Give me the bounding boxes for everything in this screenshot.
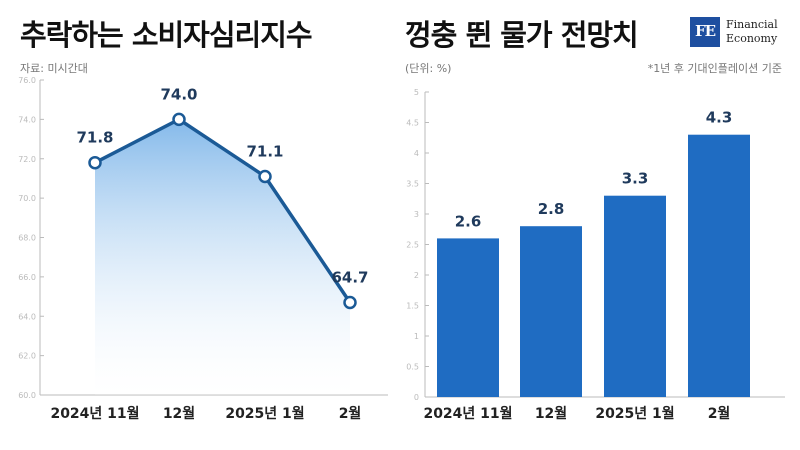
y-tick-label: 2.5	[406, 241, 419, 250]
bar	[688, 134, 750, 397]
data-label: 2.6	[455, 212, 482, 230]
footnote: *1년 후 기대인플레이션 기준	[647, 62, 782, 75]
y-tick-label: 64.0	[18, 312, 36, 321]
right-chart-title: 껑충 뛴 물가 전망치	[405, 18, 639, 52]
x-category-label: 12월	[535, 405, 567, 422]
unit-note: (단위: %)	[405, 62, 452, 75]
y-tick-label: 74.0	[18, 115, 36, 124]
y-tick-label: 0	[414, 393, 419, 402]
data-label: 71.8	[76, 129, 113, 147]
y-tick-label: 2	[414, 271, 419, 280]
y-tick-label: 72.0	[18, 155, 36, 164]
x-category-label: 2025년 1월	[225, 405, 304, 422]
data-label: 3.3	[622, 170, 649, 188]
left-chart-title: 추락하는 소비자심리지수	[20, 18, 313, 52]
series-area	[95, 119, 350, 395]
y-tick-label: 4.5	[406, 119, 419, 128]
y-tick-label: 68.0	[18, 234, 36, 243]
y-tick-label: 66.0	[18, 273, 36, 282]
consumer-sentiment-chart: 60.0 62.0 64.0 66.0 68.0 70.0 72.0 74.0 76.0 71.8…	[18, 76, 388, 422]
y-tick-label: 3	[414, 210, 419, 219]
y-tick-label: 70.0	[18, 194, 36, 203]
data-point	[343, 295, 357, 310]
bar	[520, 226, 582, 397]
y-tick-label: 62.0	[18, 352, 36, 361]
y-tick-label: 0.5	[406, 363, 419, 372]
data-point	[88, 155, 102, 170]
y-tick-label: 76.0	[18, 76, 36, 85]
data-label: 71.1	[246, 142, 283, 160]
source-note: 자료: 미시간대	[20, 62, 88, 75]
y-tick-label: 4	[414, 149, 419, 158]
logo-text-line1: Financial	[726, 18, 778, 31]
data-label: 64.7	[331, 268, 368, 286]
bar	[437, 238, 499, 397]
data-label: 2.8	[538, 200, 565, 218]
x-category-label: 2월	[708, 405, 731, 422]
y-tick-label: 60.0	[18, 391, 36, 400]
y-tick-label: 1	[414, 332, 419, 341]
inflation-expectation-chart: 0 0.5 1 1.5 2 2.5 3 3.5 4 4.5 5 2.6 2024년 11월 2.8 12월 3…	[406, 88, 785, 422]
financial-economy-logo: FE Financial Economy	[690, 17, 790, 49]
x-category-label: 2024년 11월	[50, 405, 139, 422]
x-category-label: 2월	[339, 405, 362, 422]
data-label: 4.3	[706, 109, 733, 127]
data-label: 74.0	[160, 85, 197, 103]
y-tick-label: 5	[414, 88, 419, 97]
series-line	[94, 117, 352, 304]
y-tick-label: 3.5	[406, 180, 419, 189]
logo-mark: FE	[690, 17, 720, 47]
bar	[604, 195, 666, 397]
x-category-label: 12월	[163, 405, 195, 422]
data-point	[258, 169, 272, 184]
x-category-label: 2024년 11월	[423, 405, 512, 422]
x-category-label: 2025년 1월	[595, 405, 674, 422]
logo-text-line2: Economy	[726, 32, 778, 45]
y-tick-label: 1.5	[406, 302, 419, 311]
data-point	[172, 112, 186, 127]
